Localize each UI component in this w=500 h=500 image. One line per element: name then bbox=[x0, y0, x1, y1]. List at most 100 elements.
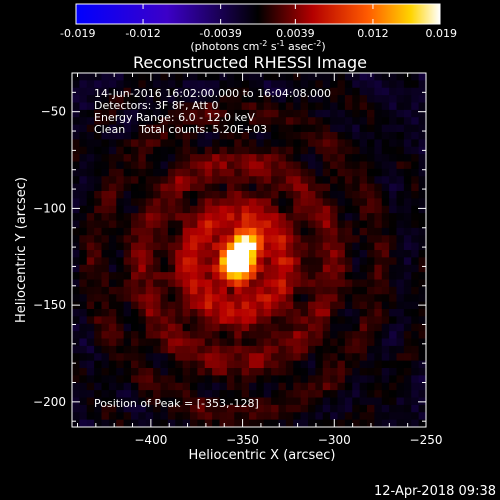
heatmap-cell bbox=[226, 227, 235, 236]
heatmap-cell bbox=[234, 220, 243, 229]
heatmap-cell bbox=[72, 139, 80, 148]
heatmap-cell bbox=[108, 412, 117, 421]
heatmap-cell bbox=[101, 191, 110, 199]
heatmap-cell bbox=[330, 95, 338, 103]
heatmap-cell bbox=[330, 242, 338, 251]
heatmap-cell bbox=[160, 345, 169, 354]
heatmap-cell bbox=[271, 375, 279, 384]
heatmap-cell bbox=[249, 154, 257, 162]
heatmap-cell bbox=[418, 183, 427, 192]
heatmap-cell bbox=[123, 227, 132, 236]
heatmap-cell bbox=[315, 168, 324, 177]
heatmap-cell bbox=[175, 331, 184, 339]
heatmap-cell bbox=[131, 331, 139, 339]
heatmap-cell bbox=[293, 250, 302, 258]
heatmap-cell bbox=[381, 139, 390, 148]
heatmap-cell bbox=[219, 338, 228, 347]
heatmap-cell bbox=[249, 102, 257, 111]
heatmap-cell bbox=[389, 286, 397, 295]
heatmap-cell bbox=[271, 353, 279, 362]
heatmap-cell bbox=[285, 117, 294, 126]
heatmap-cell bbox=[381, 331, 390, 339]
heatmap-cell bbox=[241, 87, 250, 96]
heatmap-cell bbox=[263, 183, 272, 192]
heatmap-cell bbox=[123, 124, 132, 133]
heatmap-cell bbox=[79, 161, 88, 170]
heatmap-cell bbox=[108, 176, 117, 185]
heatmap-cell bbox=[79, 139, 88, 148]
heatmap-cell bbox=[160, 191, 169, 199]
heatmap-cell bbox=[167, 80, 176, 89]
heatmap-cell bbox=[256, 213, 265, 221]
heatmap-cell bbox=[131, 161, 139, 170]
heatmap-cell bbox=[219, 161, 228, 170]
heatmap-cell bbox=[249, 161, 257, 170]
heatmap-cell bbox=[337, 117, 346, 126]
heatmap-cell bbox=[271, 345, 279, 354]
heatmap-cell bbox=[308, 191, 316, 199]
heatmap-cell bbox=[212, 176, 220, 185]
heatmap-cell bbox=[381, 419, 390, 428]
heatmap-cell bbox=[108, 390, 117, 398]
heatmap-cell bbox=[72, 198, 80, 207]
heatmap-cell bbox=[337, 235, 346, 244]
heatmap-cell bbox=[396, 168, 405, 177]
heatmap-cell bbox=[234, 345, 243, 354]
heatmap-cell bbox=[197, 168, 206, 177]
heatmap-cell bbox=[352, 242, 361, 251]
heatmap-cell bbox=[101, 257, 110, 266]
heatmap-cell bbox=[182, 338, 191, 347]
heatmap-cell bbox=[322, 264, 331, 273]
heatmap-cell bbox=[374, 294, 383, 303]
heatmap-cell bbox=[175, 301, 184, 310]
heatmap-cell bbox=[271, 117, 279, 126]
heatmap-cell bbox=[418, 272, 427, 280]
heatmap-cell bbox=[344, 124, 353, 133]
heatmap-cell bbox=[197, 95, 206, 103]
heatmap-cell bbox=[160, 176, 169, 185]
heatmap-cell bbox=[101, 124, 110, 133]
heatmap-cell bbox=[359, 154, 368, 162]
heatmap-cell bbox=[418, 161, 427, 170]
heatmap-cell bbox=[263, 272, 272, 280]
heatmap-cell bbox=[337, 205, 346, 214]
heatmap-cell bbox=[241, 419, 250, 428]
heatmap-cell bbox=[241, 316, 250, 325]
heatmap-cell bbox=[396, 368, 405, 376]
heatmap-cell bbox=[167, 390, 176, 398]
heatmap-cell bbox=[153, 227, 161, 236]
heatmap-cell bbox=[315, 235, 324, 244]
heatmap-cell bbox=[315, 191, 324, 199]
heatmap-cell bbox=[374, 404, 383, 413]
heatmap-cell bbox=[337, 154, 346, 162]
heatmap-cell bbox=[285, 161, 294, 170]
heatmap-cell bbox=[330, 168, 338, 177]
heatmap-cell bbox=[131, 390, 139, 398]
heatmap-cell bbox=[160, 168, 169, 177]
heatmap-cell bbox=[226, 154, 235, 162]
heatmap-cell bbox=[293, 382, 302, 391]
heatmap-cell bbox=[411, 257, 420, 266]
heatmap-cell bbox=[131, 294, 139, 303]
heatmap-cell bbox=[389, 375, 397, 384]
heatmap-cell bbox=[278, 124, 287, 133]
heatmap-cell bbox=[182, 220, 191, 229]
heatmap-cell bbox=[72, 279, 80, 288]
heatmap-cell bbox=[226, 235, 235, 244]
heatmap-cell bbox=[256, 279, 265, 288]
heatmap-cell bbox=[131, 345, 139, 354]
heatmap-cell bbox=[145, 279, 154, 288]
heatmap-cell bbox=[308, 331, 316, 339]
heatmap-cell bbox=[197, 117, 206, 126]
heatmap-cell bbox=[374, 227, 383, 236]
heatmap-cell bbox=[212, 279, 220, 288]
heatmap-cell bbox=[86, 168, 95, 177]
heatmap-cell bbox=[182, 146, 191, 155]
heatmap-cell bbox=[278, 176, 287, 185]
heatmap-cell bbox=[79, 309, 88, 317]
heatmap-cell bbox=[116, 397, 125, 406]
heatmap-cell bbox=[396, 360, 405, 369]
heatmap-cell bbox=[337, 294, 346, 303]
heatmap-cell bbox=[175, 272, 184, 280]
heatmap-cell bbox=[212, 257, 220, 266]
